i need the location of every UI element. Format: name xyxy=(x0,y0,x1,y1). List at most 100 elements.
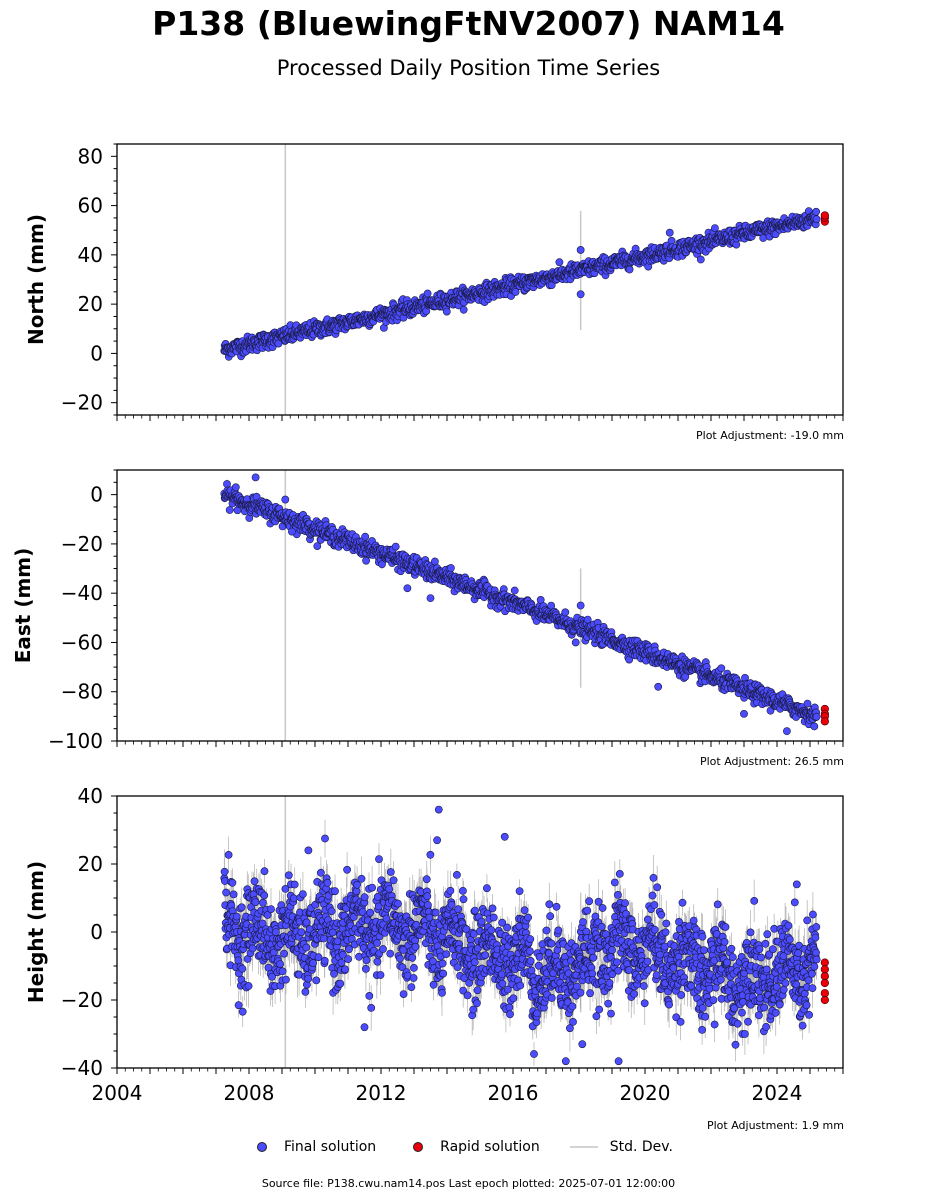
data-point xyxy=(650,925,659,934)
data-point xyxy=(477,917,486,926)
data-point xyxy=(272,928,280,936)
data-point xyxy=(309,959,317,967)
data-point xyxy=(640,999,649,1008)
data-point xyxy=(398,963,407,972)
data-point xyxy=(267,905,275,913)
data-point xyxy=(614,891,622,899)
data-point xyxy=(576,988,585,997)
data-point xyxy=(527,966,536,975)
data-point xyxy=(260,891,269,900)
data-point xyxy=(220,867,229,876)
data-point xyxy=(798,1021,807,1030)
panel-north-data xyxy=(220,144,829,415)
data-point xyxy=(516,981,525,990)
data-point xyxy=(434,805,443,814)
data-point xyxy=(361,532,370,541)
data-point xyxy=(661,928,670,937)
data-point xyxy=(471,906,479,915)
data-point xyxy=(301,988,310,996)
y-tick-label: −20 xyxy=(61,988,103,1012)
data-point xyxy=(386,868,395,876)
data-point xyxy=(792,880,801,889)
data-point xyxy=(569,1018,577,1026)
data-point xyxy=(433,836,441,845)
data-point xyxy=(657,910,666,919)
data-point xyxy=(547,601,556,610)
data-point xyxy=(578,1040,587,1049)
data-point xyxy=(391,542,400,551)
data-point xyxy=(792,980,801,989)
data-point xyxy=(374,902,383,911)
data-point xyxy=(352,887,361,896)
data-point xyxy=(784,921,793,930)
east-plot-adjustment: Plot Adjustment: 26.5 mm xyxy=(699,755,844,768)
legend-rapid-label: Rapid solution xyxy=(440,1139,540,1155)
data-point xyxy=(376,971,385,979)
data-point xyxy=(711,224,719,232)
data-point xyxy=(509,994,518,1003)
data-point xyxy=(812,955,821,964)
data-point xyxy=(762,1023,770,1031)
data-point xyxy=(716,975,725,984)
data-point xyxy=(709,996,718,1004)
north-final-points xyxy=(220,207,821,361)
data-point xyxy=(592,1012,601,1021)
legend-final: Final solution xyxy=(250,1139,376,1155)
data-point xyxy=(452,871,461,879)
data-point xyxy=(407,983,416,991)
x-tick-label: 2008 xyxy=(224,1081,275,1105)
data-point xyxy=(382,914,391,923)
data-point xyxy=(331,887,339,896)
data-point xyxy=(568,1002,577,1011)
data-point xyxy=(423,901,432,909)
data-point xyxy=(721,923,730,931)
data-point xyxy=(345,945,353,954)
data-point xyxy=(498,918,507,927)
data-point xyxy=(727,944,736,953)
data-point xyxy=(304,846,313,855)
data-point xyxy=(327,907,336,916)
data-point xyxy=(367,1004,376,1012)
data-point xyxy=(289,894,298,903)
data-point xyxy=(650,901,659,909)
legend: Final solution Rapid solution Std. Dev. xyxy=(250,1137,703,1157)
height-final-points xyxy=(220,805,821,1066)
data-point xyxy=(728,953,737,961)
data-point xyxy=(344,955,352,963)
data-point xyxy=(238,964,247,973)
data-point xyxy=(470,958,479,967)
data-point xyxy=(810,962,819,971)
data-point xyxy=(762,965,771,974)
data-point xyxy=(362,956,371,965)
data-point xyxy=(547,994,556,1002)
data-point xyxy=(750,897,759,905)
data-point xyxy=(232,912,241,921)
data-point xyxy=(595,1005,604,1014)
data-point xyxy=(571,638,580,647)
data-point xyxy=(469,1005,478,1014)
data-point xyxy=(621,899,629,907)
data-point xyxy=(446,564,455,572)
data-point xyxy=(373,893,382,901)
data-point xyxy=(576,246,585,254)
data-point xyxy=(723,958,731,967)
data-point xyxy=(785,935,794,944)
rapid-point xyxy=(820,958,829,967)
data-point xyxy=(234,1001,243,1010)
data-point xyxy=(573,982,581,991)
y-tick-label: −20 xyxy=(61,391,103,415)
data-point xyxy=(341,965,349,974)
data-point xyxy=(772,983,781,991)
data-point xyxy=(731,1040,740,1049)
data-point xyxy=(229,890,238,899)
data-point xyxy=(458,887,467,895)
x-tick-label: 2020 xyxy=(620,1081,671,1105)
data-point xyxy=(583,906,592,915)
data-point xyxy=(365,992,374,1000)
data-point xyxy=(649,874,658,882)
data-point xyxy=(794,949,803,958)
data-point xyxy=(761,939,770,948)
legend-final-label: Final solution xyxy=(284,1139,377,1155)
data-point xyxy=(268,972,276,981)
data-point xyxy=(535,953,544,961)
